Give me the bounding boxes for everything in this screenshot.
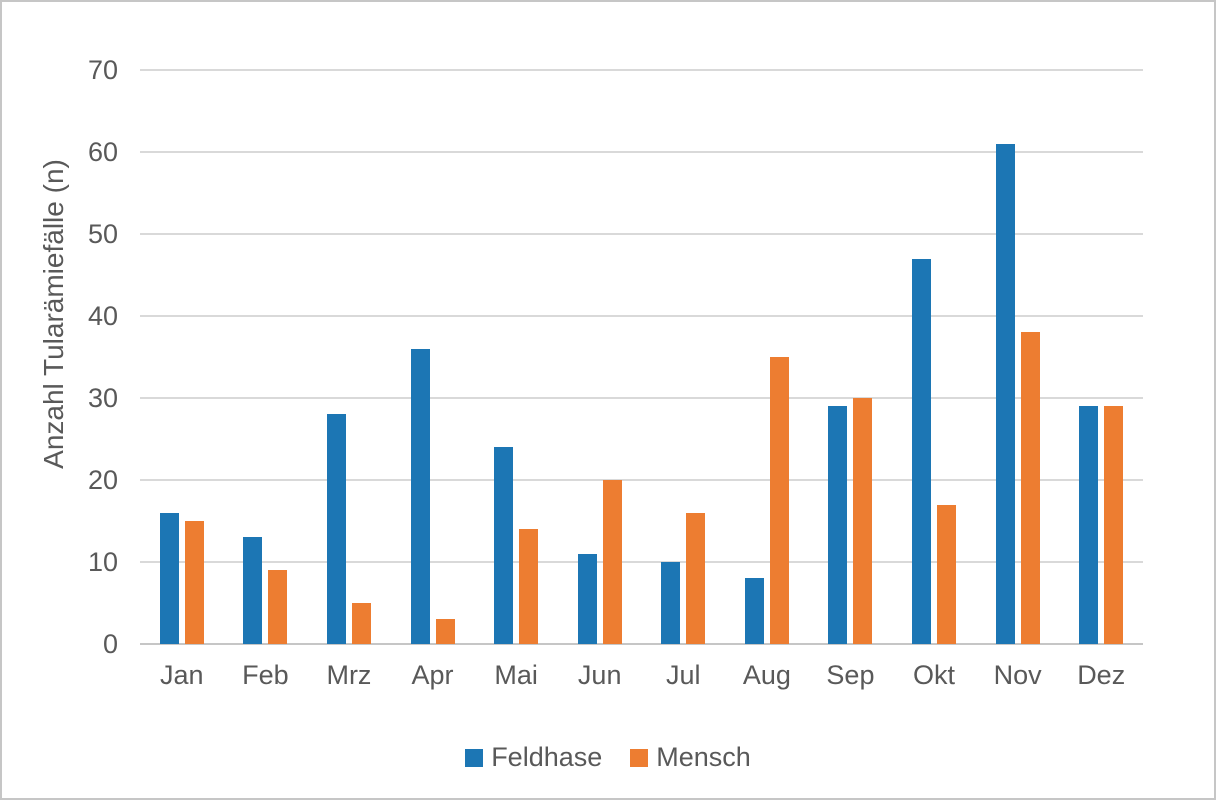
x-label-mrz: Mrz bbox=[326, 660, 372, 690]
legend-swatch-mensch-icon bbox=[630, 748, 649, 767]
bar-feldhase-apr bbox=[410, 349, 430, 644]
y-tick-label-20: 20 bbox=[87, 465, 118, 495]
x-label-mai: Mai bbox=[494, 660, 538, 690]
bar-feldhase-sep bbox=[828, 406, 848, 644]
bar-mensch-nov bbox=[1020, 332, 1040, 644]
bar-mensch-aug bbox=[769, 357, 789, 644]
y-tick-label-0: 0 bbox=[102, 629, 118, 659]
bar-feldhase-mai bbox=[494, 447, 514, 644]
gridline-y-40 bbox=[140, 315, 1143, 317]
legend-swatch-feldhase-icon bbox=[465, 748, 484, 767]
y-tick-label-60: 60 bbox=[87, 137, 118, 167]
y-tick-label-40: 40 bbox=[87, 301, 118, 331]
bar-mensch-mai bbox=[519, 529, 539, 644]
bar-feldhase-okt bbox=[912, 259, 932, 644]
y-tick-label-10: 10 bbox=[87, 547, 118, 577]
bar-feldhase-jan bbox=[159, 513, 179, 644]
bar-mensch-mrz bbox=[351, 603, 371, 644]
plot-area bbox=[140, 69, 1143, 645]
x-label-aug: Aug bbox=[742, 660, 791, 690]
gridline-y-20 bbox=[140, 479, 1143, 481]
x-label-feb: Feb bbox=[242, 660, 289, 690]
bar-mensch-dez bbox=[1104, 406, 1124, 644]
legend: Feldhase Mensch bbox=[2, 742, 1214, 773]
y-tick-label-30: 30 bbox=[87, 383, 118, 413]
bar-feldhase-dez bbox=[1079, 406, 1099, 644]
legend-label-mensch: Mensch bbox=[656, 742, 751, 772]
gridline-y-60 bbox=[140, 151, 1143, 153]
y-tick-label-50: 50 bbox=[87, 219, 118, 249]
bar-feldhase-mrz bbox=[326, 414, 346, 644]
gridline-y-70 bbox=[140, 69, 1143, 71]
y-tick-label-70: 70 bbox=[87, 55, 118, 85]
bar-mensch-jun bbox=[602, 480, 622, 644]
legend-item-mensch: Mensch bbox=[630, 742, 751, 773]
gridline-y-30 bbox=[140, 397, 1143, 399]
x-axis-line bbox=[140, 643, 1143, 645]
x-label-nov: Nov bbox=[993, 660, 1042, 690]
bar-mensch-sep bbox=[853, 398, 873, 644]
bar-mensch-apr bbox=[435, 619, 455, 644]
bar-feldhase-nov bbox=[995, 144, 1015, 644]
bar-feldhase-aug bbox=[744, 578, 764, 644]
x-label-dez: Dez bbox=[1077, 660, 1126, 690]
bar-mensch-jul bbox=[686, 513, 706, 644]
x-label-sep: Sep bbox=[826, 660, 875, 690]
legend-label-feldhase: Feldhase bbox=[491, 742, 603, 772]
x-label-jun: Jun bbox=[577, 660, 622, 690]
gridline-y-10 bbox=[140, 561, 1143, 563]
bar-mensch-okt bbox=[937, 505, 957, 644]
x-label-jul: Jul bbox=[666, 660, 701, 690]
bar-feldhase-jun bbox=[577, 554, 597, 644]
bar-mensch-feb bbox=[268, 570, 288, 644]
x-label-apr: Apr bbox=[411, 660, 454, 690]
bar-feldhase-jul bbox=[661, 562, 681, 644]
bar-feldhase-feb bbox=[243, 537, 263, 644]
gridline-y-50 bbox=[140, 233, 1143, 235]
bar-mensch-jan bbox=[184, 521, 204, 644]
x-label-okt: Okt bbox=[913, 660, 956, 690]
legend-item-feldhase: Feldhase bbox=[465, 742, 602, 773]
x-label-jan: Jan bbox=[160, 660, 204, 690]
